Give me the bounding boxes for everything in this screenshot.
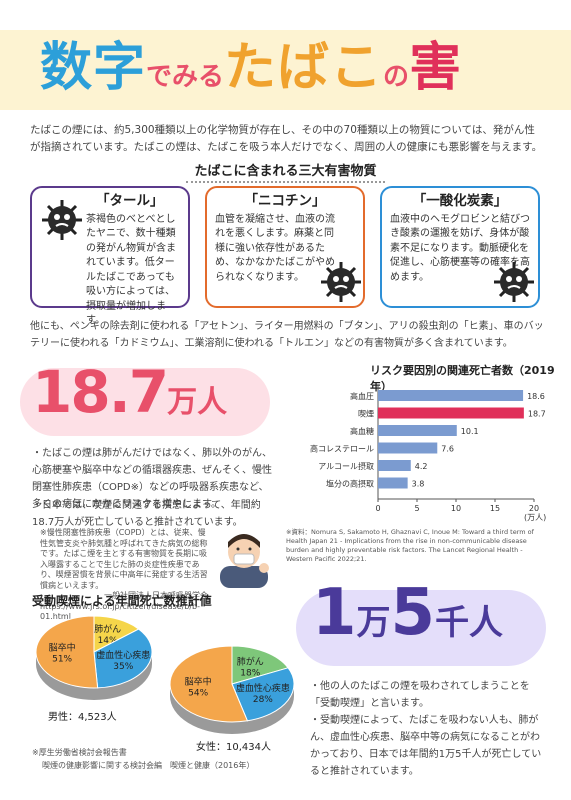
risk-bar-chart: 高血圧 18.6 喫煙 18.7 高血糖 10.1 高コレステロール 7.6 アルコール摂取 4.… — [310, 386, 546, 513]
pie-slice — [231, 667, 295, 722]
nicotine-title: 「ニコチン」 — [244, 193, 326, 209]
pie-slice-label: 肺がん — [94, 623, 121, 635]
passive-source: ※厚生労働省検討会報告書 喫煙の健康影響に関する検討会編 喫煙と健康（2016年… — [32, 748, 255, 770]
passive-chart-title: 受動喫煙による年間死亡数推計値 — [32, 594, 212, 608]
stat2-unit-2: 千人 — [435, 603, 504, 643]
coughing-patient-illustration — [220, 534, 269, 588]
pie-slice-label: 虚血性心疾患 — [96, 649, 150, 661]
stat1-number: 18.7万人 — [32, 358, 227, 426]
risk-tick-label: 10 — [451, 504, 461, 513]
title-part-numbers: 数字 — [40, 38, 147, 98]
stat2-value-1: 1 — [312, 576, 357, 650]
nicotine-box: 「ニコチン」 血管を凝縮させ、血液の流れを悪くします。麻薬と同様に強い依存性があ… — [205, 186, 365, 308]
pie-slice-value: 35% — [113, 662, 133, 672]
stat1-bullet-2: ・日本では、喫煙に関連する疾患によって、年間約18.7万人が死亡していると推計さ… — [32, 500, 261, 528]
stat1-bullet-1: ・たばこの煙は肺がんだけではなく、肺以外のがん、心筋梗塞や脳卒中などの循環器疾患… — [32, 448, 272, 510]
risk-tick-label: 15 — [490, 504, 500, 513]
risk-chart-footnote: ※資料：Nomura S, Sakamoto H, Ghaznavi C, In… — [286, 528, 534, 563]
risk-bar-value: 18.7 — [528, 410, 546, 419]
title-part-tobacco: たばこ — [224, 38, 384, 98]
pie-slice-label: 脳卒中 — [49, 642, 76, 654]
stat2-highlight-blob — [296, 590, 546, 666]
pie-slice-value: 51% — [52, 655, 72, 665]
female-caption: 女性：10,434人 — [196, 742, 271, 753]
risk-bar-value: 18.6 — [527, 392, 545, 401]
pie-slice — [93, 615, 140, 653]
copd-note: ※慢性閉塞性肺疾患（COPD）とは、従来、慢性気管支炎や肺気腫と呼ばれてきた病気… — [40, 528, 208, 621]
tar-title: 「タール」 — [96, 193, 164, 209]
male-caption: 男性：4,523人 — [48, 712, 117, 723]
title-part-no: の — [383, 62, 410, 92]
carbon-monoxide-germ-icon — [494, 262, 534, 302]
pie-slice-label: 肺がん — [237, 655, 264, 667]
stat2-bullet-1: ・他の人のたばこの煙を吸わされてしまうことを「受動喫煙」と言います。 — [310, 681, 530, 709]
stat2-bullet-2: ・受動喫煙によって、たばこを吸わない人も、肺がん、虚血性心疾患、脳卒中等の病気に… — [310, 715, 542, 777]
risk-bar-label: アルコール摂取 — [318, 461, 374, 471]
risk-bar — [378, 425, 457, 436]
pie-slice-value: 54% — [188, 689, 208, 699]
stat2-number: 1万5千人 — [312, 576, 503, 650]
nicotine-germ-icon — [321, 262, 361, 302]
carbon-monoxide-text: 血液中のヘモグロビンと結びつき酸素の運搬を妨げ、身体が酸素不足になります。動脈硬… — [390, 213, 530, 283]
intro-text: たばこの煙には、約5,300種類以上の化学物質が存在し、その中の70種類以上の物… — [30, 124, 543, 153]
title-part-harm: 害 — [409, 38, 463, 98]
risk-bar-label: 高血圧 — [350, 391, 374, 401]
risk-tick-label: 20 — [529, 504, 539, 513]
tar-box: 「タール」 茶褐色のべとべとしたヤニで、数十種類の発がん物質が含まれています。低… — [30, 186, 190, 326]
risk-bar-label: 喫煙 — [358, 409, 374, 419]
stat2-unit-1: 万 — [356, 603, 391, 643]
risk-chart-unit: (万人) — [524, 513, 547, 522]
risk-bar-label: 高血糖 — [350, 426, 374, 436]
pie-slice — [169, 645, 249, 723]
risk-tick-label: 0 — [375, 504, 380, 513]
nicotine-text: 血管を凝縮させ、血液の流れを悪くします。麻薬と同様に強い依存性があるため、なかな… — [215, 213, 335, 283]
carbon-monoxide-box: 「一酸化炭素」 血液中のヘモグロビンと結びつき酸素の運搬を妨げ、身体が酸素不足に… — [380, 186, 540, 308]
risk-bar — [378, 477, 408, 489]
page-title: 数字でみるたばこの害 — [40, 38, 540, 98]
title-part-miru: でみる — [146, 62, 225, 92]
other-substances-text: 他にも、ペンキの除去剤に使われる「アセトン」、ライター用燃料の「ブタン」、アリの… — [30, 321, 544, 349]
tar-germ-icon — [42, 200, 82, 240]
stat1-unit: 万人 — [167, 385, 228, 420]
carbon-monoxide-title: 「一酸化炭素」 — [412, 193, 508, 209]
pie-slice-value: 14% — [98, 636, 118, 646]
tar-text: 茶褐色のべとべとしたヤニで、数十種類の発がん物質が含まれています。低タールたばこ… — [86, 213, 176, 327]
risk-chart-title: リスク要因別の関連死亡者数（2019年） — [370, 364, 555, 393]
title-band — [0, 30, 571, 110]
risk-bar — [378, 407, 524, 419]
risk-bar-value: 3.8 — [412, 480, 425, 489]
stat2-value-2: 5 — [390, 576, 436, 650]
risk-bar — [378, 460, 411, 471]
risk-tick-label: 5 — [414, 504, 419, 513]
risk-bar-value: 10.1 — [461, 427, 479, 436]
risk-bar-label: 塩分の高摂取 — [326, 479, 374, 489]
pie-slice-value: 28% — [253, 695, 273, 705]
risk-bar-value: 7.6 — [441, 445, 454, 454]
section-heading: たばこに含まれる三大有害物質 — [0, 160, 571, 183]
pie-slice — [93, 628, 153, 689]
risk-bar-label: 高コレステロール — [310, 444, 374, 454]
pie-slice-value: 18% — [240, 668, 260, 678]
stat1-value: 18.7 — [32, 358, 169, 426]
pie-slice-label: 脳卒中 — [185, 676, 212, 688]
risk-bar-value: 4.2 — [415, 462, 428, 471]
risk-bar — [378, 390, 524, 401]
pie-slice-label: 虚血性心疾患 — [236, 682, 290, 694]
pie-slice — [35, 615, 99, 689]
risk-bar — [378, 442, 438, 454]
pie-slice — [231, 645, 289, 685]
stat1-highlight-blob — [20, 368, 270, 436]
